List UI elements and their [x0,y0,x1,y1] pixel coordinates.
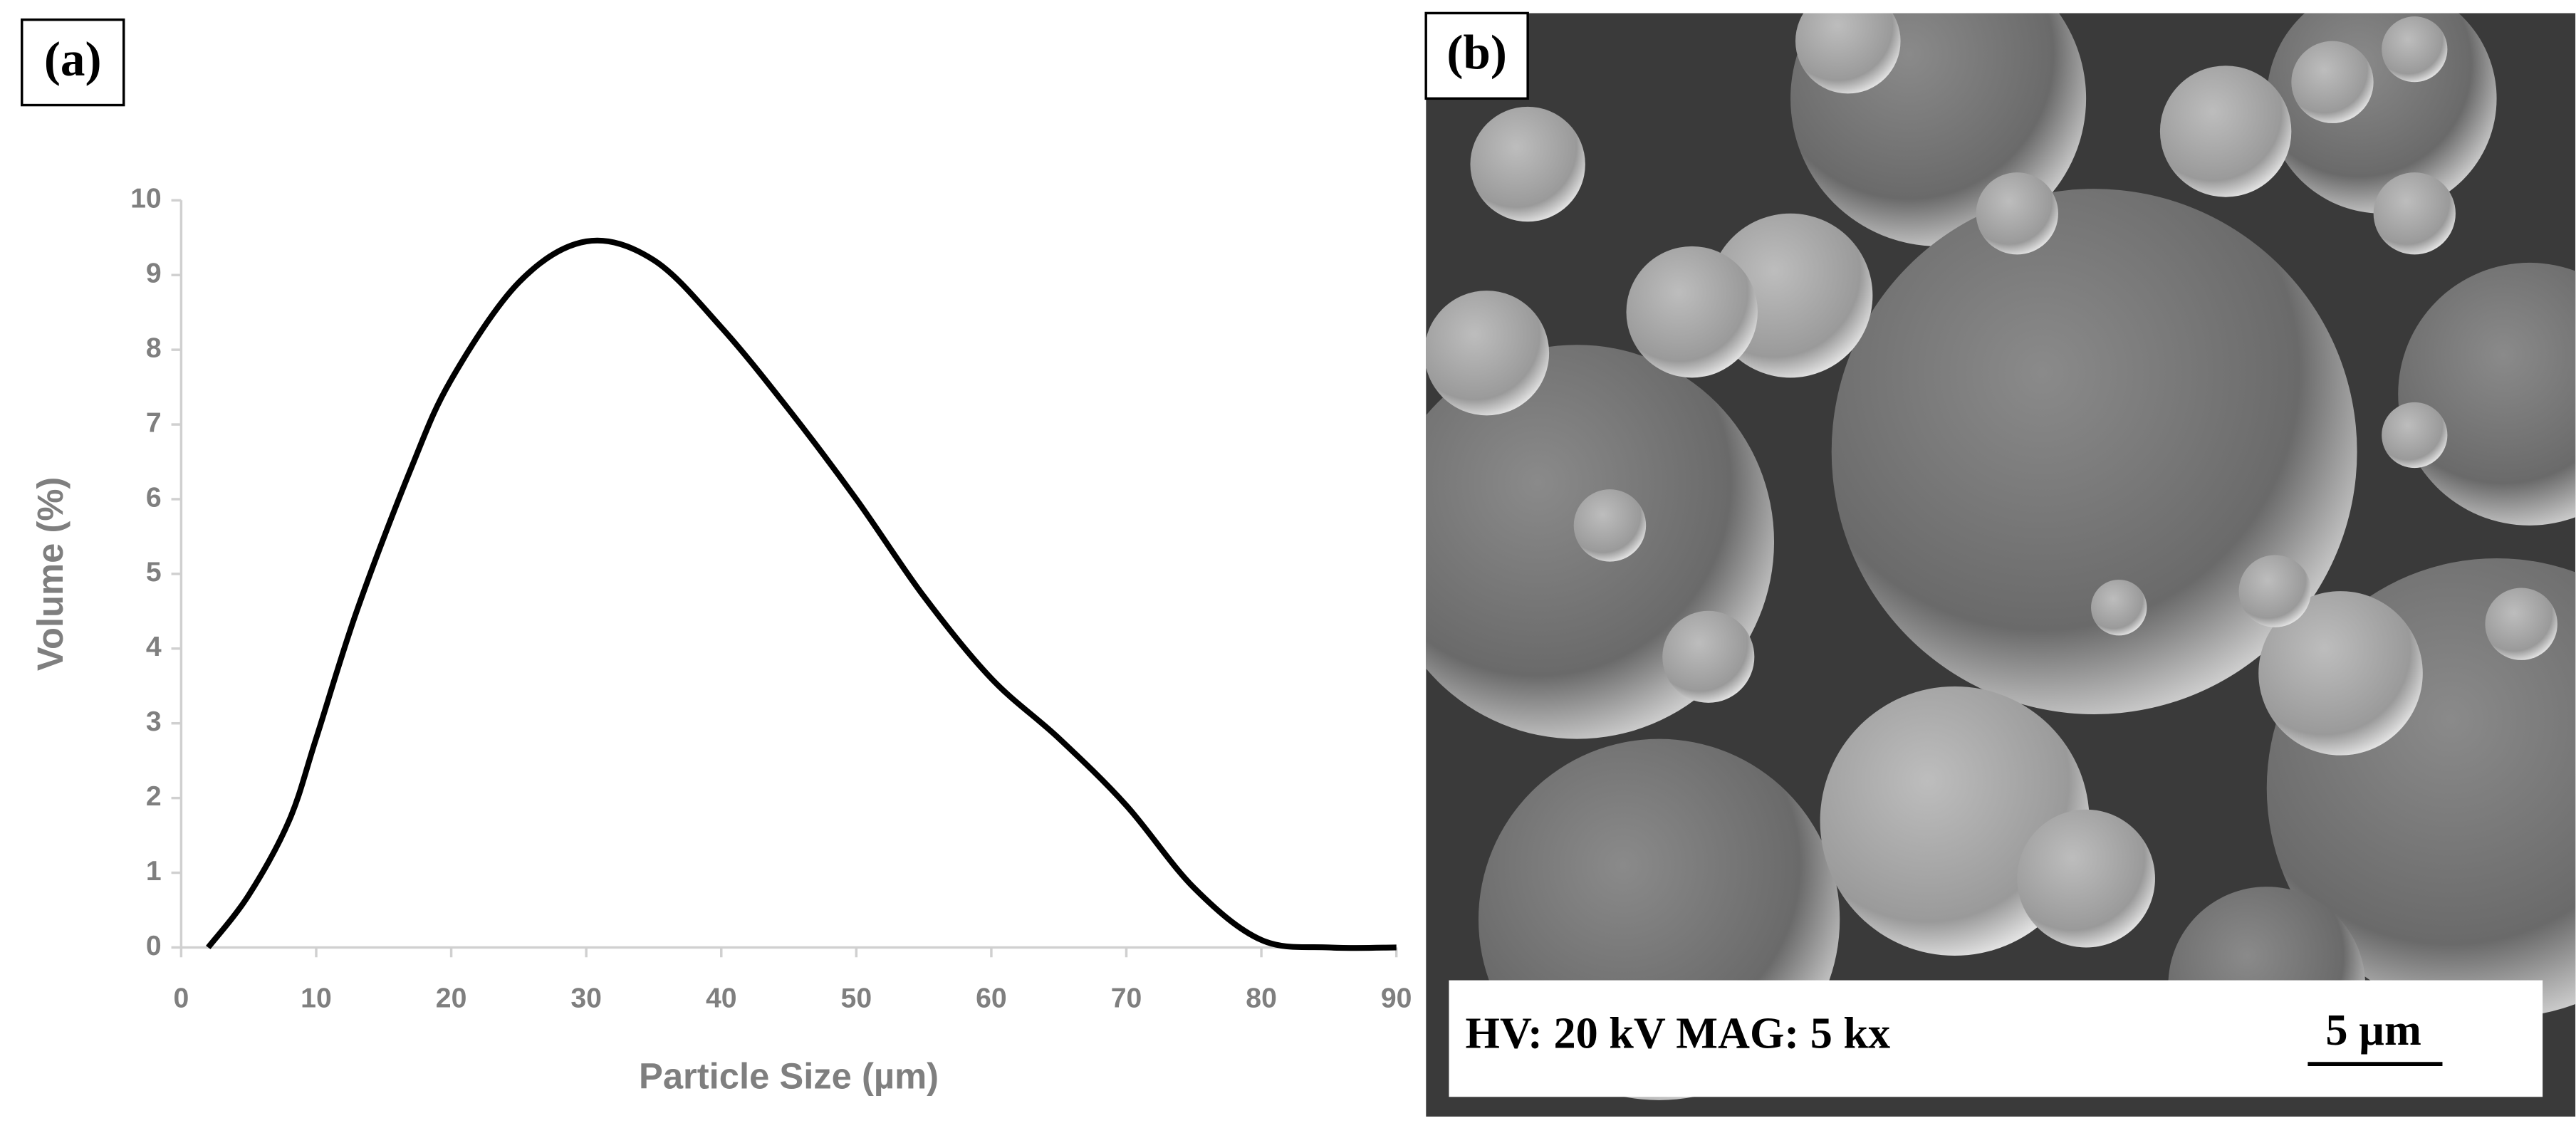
x-tick-label: 0 [173,983,189,1014]
y-tick-label: 1 [146,856,162,887]
x-tick-label: 10 [301,983,332,1014]
x-tick-label: 70 [1111,983,1142,1014]
y-tick-label: 6 [146,482,162,513]
y-tick-label: 10 [130,184,162,214]
y-tick-label: 0 [146,931,162,961]
x-tick-label: 80 [1246,983,1277,1014]
x-tick-label: 20 [436,983,467,1014]
y-tick-label: 7 [146,407,162,438]
sem-info: HV: 20 kV MAG: 5 kx [1466,1010,1891,1058]
data-line [206,237,1397,951]
x-tick-label: 90 [1381,983,1412,1014]
chart-a: 0 1 2 3 4 5 6 7 8 9 10 0 10 20 30 40 50 60 70 80 90 Particle … [30,184,1412,1097]
x-tick-label: 60 [976,983,1007,1014]
x-tick-label: 40 [706,983,737,1014]
info-bar [1449,980,2543,1097]
label-box [1424,11,1529,100]
y-tick-label: 4 [146,632,162,662]
label-box [21,18,125,107]
x-axis-title: Particle Size (µm) [639,1055,939,1096]
x-tick-label: 50 [841,983,872,1014]
y-tick-label: 3 [146,706,162,737]
y-tick-label: 5 [146,557,162,588]
y-axis-title: Volume (%) [30,477,71,671]
panel-label: (a) [44,31,102,86]
panel-label: (b) [1446,25,1507,80]
x-tick-label: 30 [570,983,602,1014]
sem-image [1426,13,2576,1117]
y-tick-label: 9 [146,259,162,289]
y-tick-label: 8 [146,333,162,363]
scale-bar-label: 5 µm [2325,1006,2421,1055]
y-tick-label: 2 [146,781,162,812]
